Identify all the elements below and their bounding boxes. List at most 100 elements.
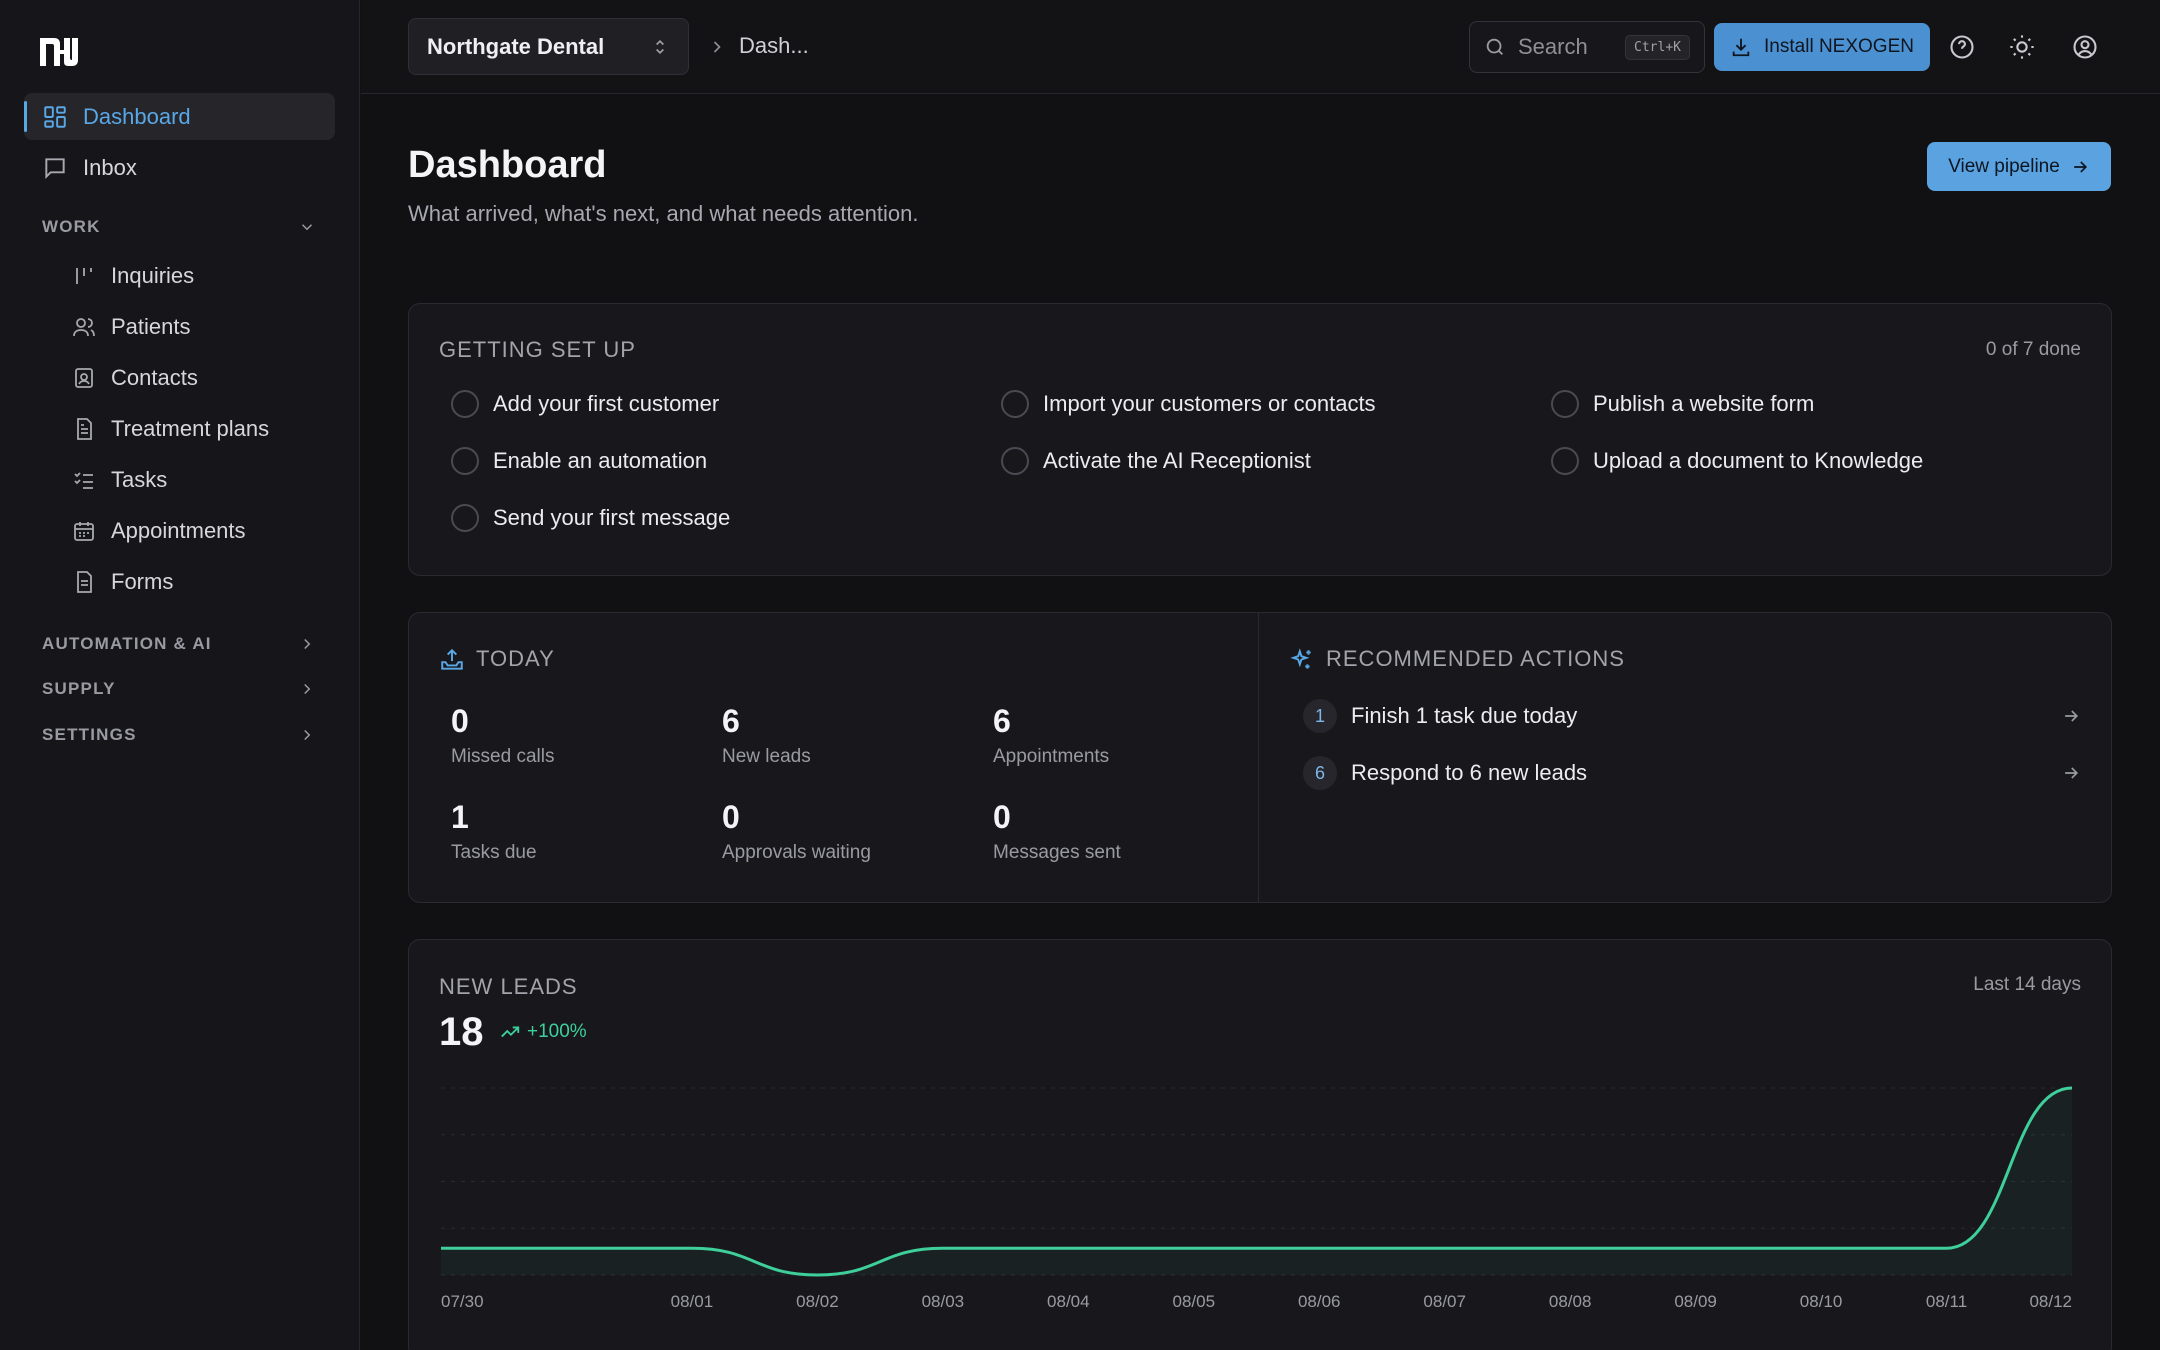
getting-set-up-card: GETTING SET UP 0 of 7 done Add your firs… xyxy=(408,303,2112,576)
x-tick-label: 07/30 xyxy=(441,1292,484,1311)
sidebar-item-inbox[interactable]: Inbox xyxy=(24,144,335,191)
today-title: TODAY xyxy=(476,646,555,671)
sidebar: Dashboard Inbox WORK Inquiries Patients … xyxy=(0,0,360,1350)
org-name: Northgate Dental xyxy=(427,33,605,59)
sidebar-item-label: Inquiries xyxy=(111,262,195,288)
series-line xyxy=(440,1086,2073,1277)
metric-label: New leads xyxy=(722,746,811,767)
sidebar-item-forms[interactable]: Forms xyxy=(54,558,335,605)
arrow-right-icon xyxy=(2073,160,2087,173)
metric-label: Approvals waiting xyxy=(722,842,871,863)
section-supply-label: SUPPLY xyxy=(42,679,116,698)
sidebar-item-patients[interactable]: Patients xyxy=(54,303,335,350)
list-checks-icon xyxy=(74,471,93,489)
setup-item-label: Activate the AI Receptionist xyxy=(1043,448,1311,473)
action-count-badge: 6 xyxy=(1303,756,1337,790)
setup-item[interactable]: Activate the AI Receptionist xyxy=(1001,447,1311,475)
sidebar-item-dashboard[interactable]: Dashboard xyxy=(24,93,335,140)
recommended-action-row[interactable]: 1 Finish 1 task due today xyxy=(1303,696,2081,736)
section-work-toggle[interactable]: WORK xyxy=(42,217,316,237)
setup-item[interactable]: Publish a website form xyxy=(1551,390,1814,418)
metric-value: 0 xyxy=(722,799,740,835)
metric-missed-calls: 0 Missed calls xyxy=(451,703,554,768)
setup-item[interactable]: Add your first customer xyxy=(451,390,719,418)
unchecked-circle-icon xyxy=(1001,390,1029,418)
help-icon[interactable] xyxy=(1948,33,1976,61)
setup-item-label: Publish a website form xyxy=(1593,391,1815,416)
section-settings-label: SETTINGS xyxy=(42,725,137,744)
sidebar-item-contacts[interactable]: Contacts xyxy=(54,354,335,401)
sidebar-item-label: Patients xyxy=(111,313,191,339)
search-icon xyxy=(1486,38,1503,55)
sidebar-item-tasks[interactable]: Tasks xyxy=(54,456,335,503)
sidebar-item-label: Dashboard xyxy=(83,103,191,129)
unchecked-circle-icon xyxy=(451,504,479,532)
metric-new-leads: 6 New leads xyxy=(722,703,811,768)
sidebar-item-label: Forms xyxy=(111,568,174,594)
trend-delta-value: +100% xyxy=(527,1021,587,1042)
message-square-icon xyxy=(45,157,65,179)
metric-approvals-waiting: 0 Approvals waiting xyxy=(722,799,871,864)
metric-appointments: 6 Appointments xyxy=(993,703,1109,768)
x-tick-label: 08/09 xyxy=(1674,1292,1717,1311)
today-card: TODAY 0 Missed calls 6 New leads 6 Appoi… xyxy=(408,612,1259,903)
form-icon xyxy=(77,570,92,593)
metric-value: 6 xyxy=(993,703,1011,739)
setup-progress: 0 of 7 done xyxy=(1985,339,2081,360)
setup-item[interactable]: Send your first message xyxy=(451,504,730,532)
metric-tasks-due: 1 Tasks due xyxy=(451,799,537,864)
setup-title: GETTING SET UP xyxy=(439,337,636,362)
x-tick-label: 08/02 xyxy=(796,1292,839,1311)
trend-delta: +100% xyxy=(499,1021,587,1043)
install-app-button[interactable]: Install NEXOGEN xyxy=(1714,23,1930,71)
trending-up-icon xyxy=(501,1026,520,1038)
x-tick-label: 08/12 xyxy=(2029,1292,2072,1311)
file-text-icon xyxy=(77,417,92,440)
setup-item-label: Enable an automation xyxy=(493,448,708,473)
action-count-badge: 1 xyxy=(1303,699,1337,733)
sidebar-item-inquiries[interactable]: Inquiries xyxy=(54,252,335,299)
section-automation-toggle[interactable]: AUTOMATION & AI xyxy=(42,634,316,654)
section-automation-label: AUTOMATION & AI xyxy=(42,634,212,653)
setup-item[interactable]: Upload a document to Knowledge xyxy=(1551,447,1923,475)
chevron-down-icon xyxy=(301,224,313,231)
unchecked-circle-icon xyxy=(451,390,479,418)
sidebar-item-appointments[interactable]: Appointments xyxy=(54,507,335,554)
setup-item-label: Send your first message xyxy=(493,505,731,530)
org-switcher[interactable]: Northgate Dental xyxy=(408,18,689,75)
new-leads-line-chart: 07/30 08/01 08/02 08/03 08/04 08/05 08/06 08/07… xyxy=(440,1086,2073,1311)
recommended-action-row[interactable]: 6 Respond to 6 new leads xyxy=(1303,753,2081,793)
user-account-icon[interactable] xyxy=(2071,33,2099,61)
chevron-right-icon xyxy=(304,729,311,741)
section-settings-toggle[interactable]: SETTINGS xyxy=(42,725,316,745)
action-label: Finish 1 task due today xyxy=(1351,703,1578,728)
sidebar-item-label: Treatment plans xyxy=(111,415,270,441)
breadcrumb[interactable]: Dash... xyxy=(739,33,809,58)
chevron-right-icon xyxy=(304,683,311,695)
sidebar-item-treatment-plans[interactable]: Treatment plans xyxy=(54,405,335,452)
x-tick-label: 08/11 xyxy=(1926,1292,1967,1311)
setup-item-label: Upload a document to Knowledge xyxy=(1593,448,1924,473)
setup-item[interactable]: Enable an automation xyxy=(451,447,707,475)
x-tick-label: 08/07 xyxy=(1423,1292,1466,1311)
setup-item[interactable]: Import your customers or contacts xyxy=(1001,390,1376,418)
download-icon xyxy=(1732,38,1750,57)
brand-logo[interactable] xyxy=(38,34,80,70)
sparkles-icon xyxy=(1290,648,1311,669)
unchecked-circle-icon xyxy=(1551,447,1579,475)
view-pipeline-button[interactable]: View pipeline xyxy=(1927,142,2111,191)
series-area xyxy=(441,1088,2072,1275)
page-title: Dashboard xyxy=(408,144,607,186)
metric-value: 6 xyxy=(722,703,740,739)
inquiries-icon xyxy=(76,267,92,284)
new-leads-title: NEW LEADS xyxy=(439,974,578,999)
metric-messages-sent: 0 Messages sent xyxy=(993,799,1121,864)
x-tick-label: 08/04 xyxy=(1047,1292,1090,1311)
setup-item-label: Import your customers or contacts xyxy=(1043,391,1376,416)
section-supply-toggle[interactable]: SUPPLY xyxy=(42,679,316,699)
chevron-right-icon xyxy=(304,638,311,650)
theme-toggle-icon[interactable] xyxy=(2008,33,2036,61)
sidebar-item-label: Contacts xyxy=(111,364,198,390)
topbar: Northgate Dental Dash... Search Ctrl+K I… xyxy=(361,0,2160,94)
search-input[interactable]: Search Ctrl+K xyxy=(1469,21,1705,73)
